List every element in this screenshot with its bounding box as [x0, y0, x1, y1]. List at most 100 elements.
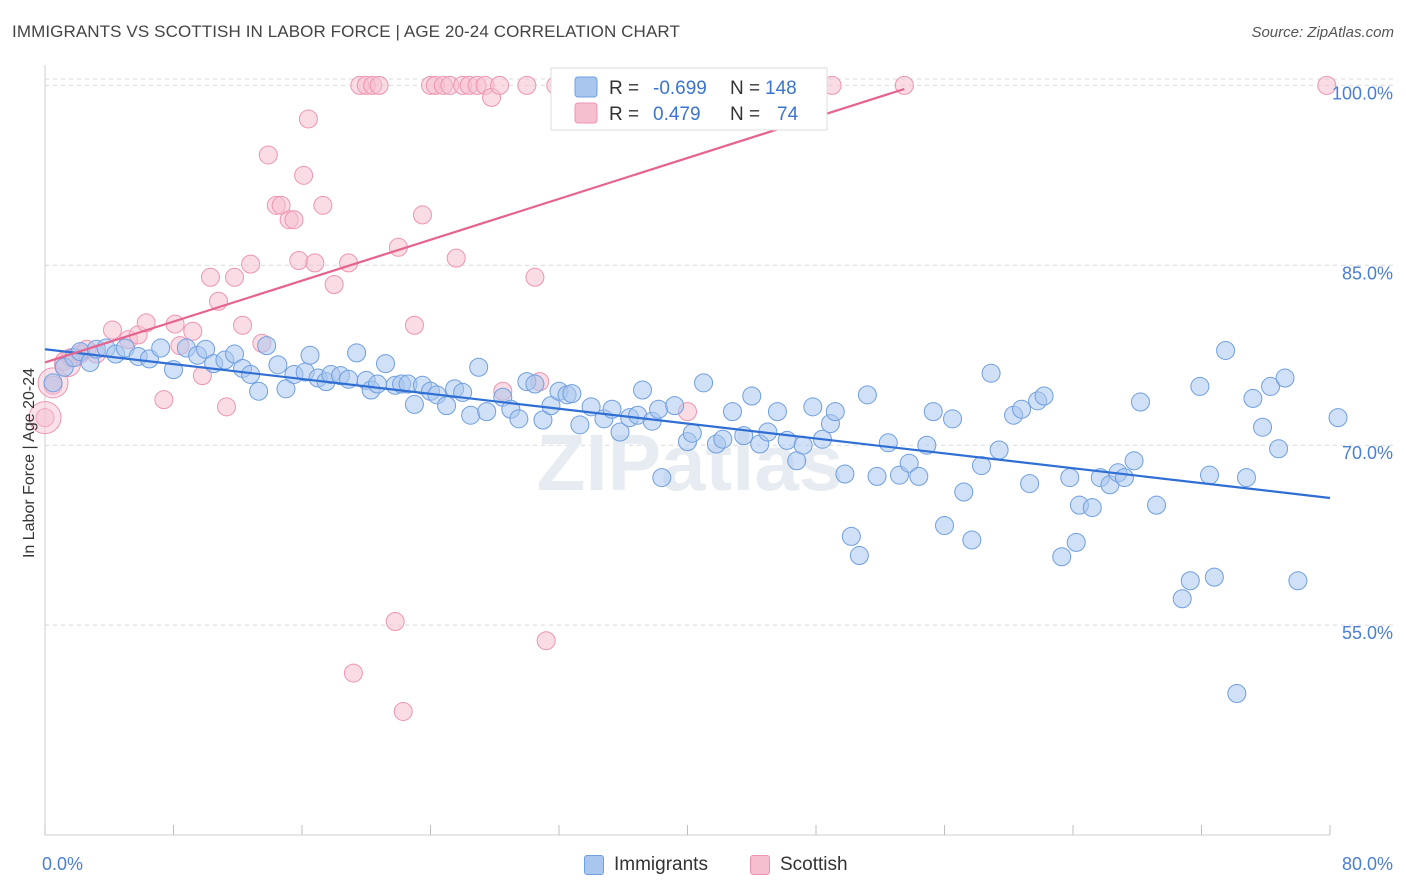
scottish-point — [35, 408, 55, 428]
immigrant-point — [1200, 465, 1220, 485]
immigrant-point — [1275, 368, 1295, 388]
immigrant-point — [1190, 376, 1210, 396]
immigrant-point — [249, 381, 269, 401]
immigrant-point — [300, 345, 320, 365]
immigrant-point — [649, 399, 669, 419]
immigrant-point — [665, 396, 685, 416]
immigrant-point — [767, 402, 787, 422]
immigrant-point — [1180, 571, 1200, 591]
scottish-point — [200, 267, 220, 287]
y-tick-label: 85.0% — [1342, 263, 1393, 283]
immigrant-point — [835, 464, 855, 484]
immigrants-label: Immigrants — [614, 854, 708, 875]
legend-n-value-2: 74 — [777, 104, 799, 125]
immigrant-point — [268, 355, 288, 375]
immigrant-point — [404, 394, 424, 414]
scottish-point — [490, 75, 510, 95]
scottish-swatch — [750, 855, 770, 875]
legend-swatch-immigrants — [574, 76, 598, 98]
scottish-point — [324, 274, 344, 294]
y-tick-label: 100.0% — [1332, 83, 1393, 103]
legend-n-value-1: 148 — [765, 78, 797, 99]
immigrant-point — [825, 402, 845, 422]
immigrant-point — [1124, 451, 1144, 471]
y-axis-title: In Labor Force | Age 20-24 — [21, 368, 38, 558]
immigrant-point — [935, 516, 954, 536]
x-tick-label-start: 0.0% — [42, 854, 83, 874]
immigrant-point — [196, 339, 216, 359]
immigrant-point — [1216, 340, 1236, 360]
immigrant-point — [43, 373, 63, 393]
immigrant-point — [1288, 571, 1308, 591]
immigrant-point — [878, 433, 898, 453]
immigrant-point — [469, 357, 489, 377]
scottish-point — [217, 397, 237, 417]
scottish-label: Scottish — [780, 854, 848, 875]
scottish-point — [536, 631, 556, 651]
immigrant-point — [477, 402, 497, 422]
scottish-point — [154, 390, 174, 410]
immigrant-point — [1328, 408, 1348, 428]
immigrant-point — [1114, 468, 1134, 488]
scottish-point — [183, 321, 203, 341]
immigrant-point — [1227, 683, 1247, 703]
immigrant-point — [1243, 388, 1263, 408]
immigrant-point — [257, 336, 277, 356]
scottish-point — [446, 248, 466, 268]
scottish-point — [517, 75, 537, 95]
immigrant-point — [803, 397, 823, 417]
immigrant-point — [899, 453, 919, 473]
grid-lines — [45, 78, 1393, 626]
legend-swatch-scottish — [574, 102, 598, 124]
immigrant-point — [722, 402, 742, 422]
immigrant-point — [437, 396, 457, 416]
immigrant-point — [1172, 589, 1192, 609]
immigrant-point — [1147, 495, 1167, 515]
chart-title: IMMIGRANTS VS SCOTTISH IN LABOR FORCE | … — [12, 22, 680, 41]
immigrant-point — [1052, 547, 1072, 567]
x-tick-label-end: 80.0% — [1342, 854, 1393, 874]
legend-n-label-1: N = — [730, 78, 760, 99]
immigrant-point — [367, 374, 387, 394]
legend-r-label-1: R = — [609, 78, 639, 99]
immigrant-point — [742, 386, 762, 406]
scottish-point — [313, 195, 333, 215]
immigrant-point — [151, 338, 171, 358]
legend-box: R = -0.699 N = 148 R = 0.479 N = 74 — [550, 67, 828, 131]
immigrant-point — [570, 415, 590, 435]
immigrant-point — [1269, 439, 1289, 459]
immigrant-point — [682, 423, 702, 443]
immigrant-point — [1130, 392, 1150, 412]
scottish-point — [305, 253, 325, 273]
immigrant-point — [276, 379, 296, 399]
immigrant-point — [562, 384, 582, 404]
scottish-point — [271, 195, 291, 215]
scottish-point — [369, 75, 389, 95]
immigrant-point — [867, 466, 887, 486]
immigrant-point — [525, 374, 545, 394]
scottish-point — [525, 267, 545, 287]
immigrant-point — [1253, 417, 1273, 437]
immigrant-point — [225, 344, 245, 364]
scottish-point — [412, 205, 432, 225]
scottish-point — [404, 315, 424, 335]
scottish-point — [294, 165, 314, 185]
scottish-point — [233, 315, 253, 335]
immigrant-point — [610, 422, 630, 442]
immigrant-point — [962, 530, 982, 550]
source-label: Source: ZipAtlas.com — [1251, 24, 1394, 41]
immigrants-trend-line — [44, 348, 1331, 500]
immigrant-point — [943, 409, 963, 429]
immigrant-point — [923, 402, 943, 422]
legend-r-label-2: R = — [609, 104, 639, 125]
immigrant-point — [849, 546, 869, 566]
immigrant-point — [461, 405, 481, 425]
immigrant-point — [1082, 498, 1102, 518]
legend-scottish: Scottish — [750, 852, 848, 878]
y-tick-labels: 100.0% 85.0% 70.0% 55.0% — [1332, 83, 1393, 643]
immigrant-point — [1204, 567, 1224, 587]
immigrant-point — [541, 396, 561, 416]
scottish-point — [284, 210, 304, 230]
immigrant-point — [633, 380, 653, 400]
y-tick-label: 70.0% — [1342, 443, 1393, 463]
